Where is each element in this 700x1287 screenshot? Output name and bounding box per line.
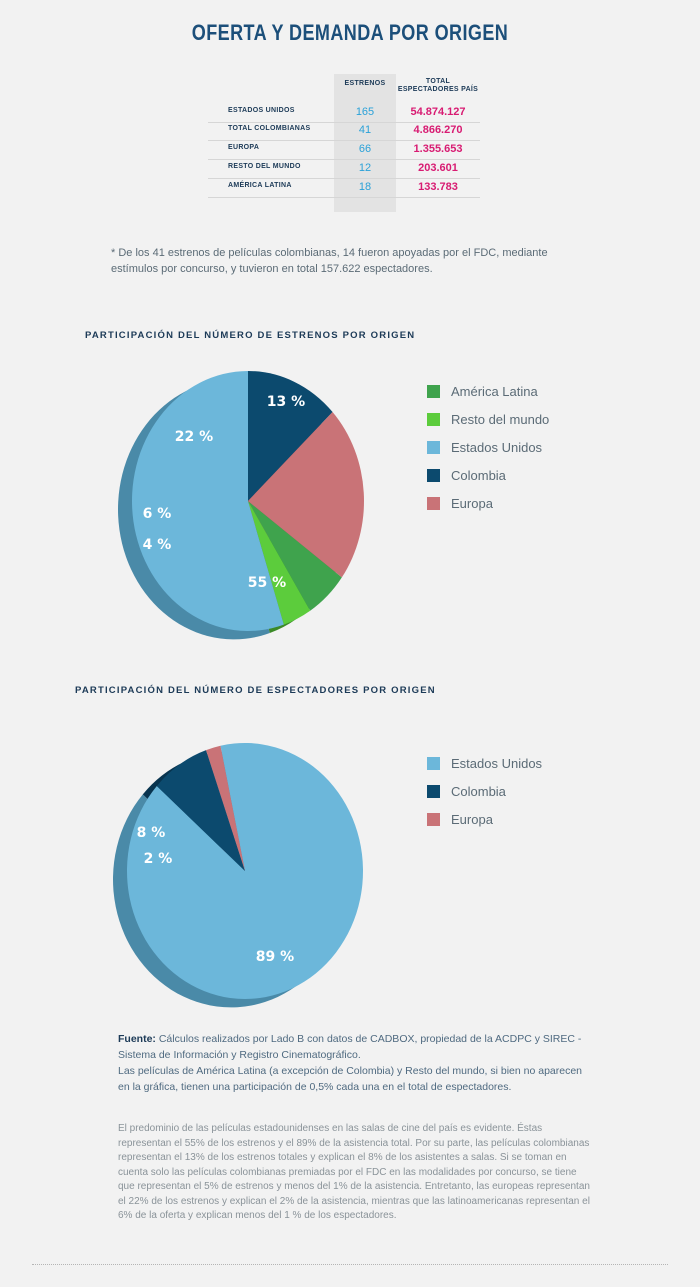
pie-slice-colombia <box>156 750 245 871</box>
legend-label: América Latina <box>451 384 538 399</box>
row-espectadores: 133.783 <box>418 181 458 193</box>
pie-label: 6 % <box>143 506 172 522</box>
row-estrenos: 41 <box>358 124 372 136</box>
row-label: AMÉRICA LATINA <box>228 182 292 189</box>
pie-label: 13 % <box>267 394 305 410</box>
header-estrenos: ESTRENOS <box>344 80 386 87</box>
legend-swatch <box>427 413 440 426</box>
legend-label: Resto del mundo <box>451 412 550 427</box>
header-espectadores: TOTAL ESPECTADORES PAÍS <box>397 78 479 93</box>
pie-slice-estados-unidos <box>132 371 284 631</box>
pie-label: 4 % <box>143 537 172 553</box>
pie-slice-resto-del-mundo <box>248 501 311 625</box>
pie-label: 8 % <box>137 825 166 841</box>
row-label: TOTAL COLOMBIANAS <box>228 125 311 132</box>
legend-swatch <box>427 813 440 826</box>
legend-label: Estados Unidos <box>451 756 543 771</box>
analysis-paragraph: El predominio de las películas estadouni… <box>118 1123 590 1221</box>
page-title: OFERTA Y DEMANDA POR ORIGEN <box>191 20 509 45</box>
source-text: Cálculos realizados por Lado B con datos… <box>118 1033 582 1061</box>
legend-label: Europa <box>451 812 493 827</box>
row-espectadores: 203.601 <box>418 162 458 174</box>
pie-label: 55 % <box>248 575 286 591</box>
source-note: Fuente: Cálculos realizados por Lado B c… <box>118 1031 588 1095</box>
legend-swatch <box>427 385 440 398</box>
row-label: EUROPA <box>228 144 260 151</box>
legend-label: Estados Unidos <box>451 440 543 455</box>
row-estrenos: 12 <box>358 162 372 174</box>
chart1-title: PARTICIPACIÓN DEL NÚMERO DE ESTRENOS POR… <box>85 330 416 341</box>
pie-label: 89 % <box>256 949 294 965</box>
row-estrenos: 18 <box>358 181 372 193</box>
row-espectadores: 4.866.270 <box>413 124 463 136</box>
row-label: RESTO DEL MUNDO <box>228 163 301 170</box>
pie-chart-espectadores: 89 % 8 % 2 % <box>113 743 363 1008</box>
table-row: RESTO DEL MUNDO 12 203.601 <box>208 159 480 179</box>
estrenos-column-shade <box>334 74 396 212</box>
row-espectadores: 54.874.127 <box>410 106 466 118</box>
legend-swatch <box>427 785 440 798</box>
legend-swatch <box>427 497 440 510</box>
pie-slice-europa <box>206 745 245 871</box>
source-text-2: Las películas de América Latina (a excep… <box>118 1065 583 1093</box>
pie-slice-colombia <box>248 371 333 501</box>
legend-swatch <box>427 441 440 454</box>
pie-slice-américa-latina <box>248 501 342 611</box>
row-estrenos: 66 <box>358 143 372 155</box>
footnote: * De los 41 estrenos de películas colomb… <box>111 247 548 275</box>
pie-label: 2 % <box>144 851 173 867</box>
table-row: AMÉRICA LATINA 18 133.783 <box>208 178 480 198</box>
pie-label: 22 % <box>175 429 213 445</box>
row-label: ESTADOS UNIDOS <box>228 107 295 114</box>
legend-label: Colombia <box>451 468 506 483</box>
legend-label: Colombia <box>451 784 506 799</box>
table-row: ESTADOS UNIDOS 165 54.874.127 <box>208 103 480 123</box>
dotted-divider <box>32 1264 668 1265</box>
legend-label: Europa <box>451 496 493 511</box>
legend-swatch <box>427 757 440 770</box>
pie-slice-europa <box>248 412 364 578</box>
chart2-title: PARTICIPACIÓN DEL NÚMERO DE ESPECTADORES… <box>75 685 436 696</box>
pie-chart-estrenos: 6 % 4 % 55 % 13 % 22 % <box>118 371 364 640</box>
table-row: TOTAL COLOMBIANAS 41 4.866.270 <box>208 121 480 141</box>
legend-swatch <box>427 469 440 482</box>
row-espectadores: 1.355.653 <box>413 143 463 155</box>
table-row: EUROPA 66 1.355.653 <box>208 140 480 160</box>
source-label: Fuente: <box>118 1033 156 1045</box>
row-estrenos: 165 <box>355 106 375 118</box>
